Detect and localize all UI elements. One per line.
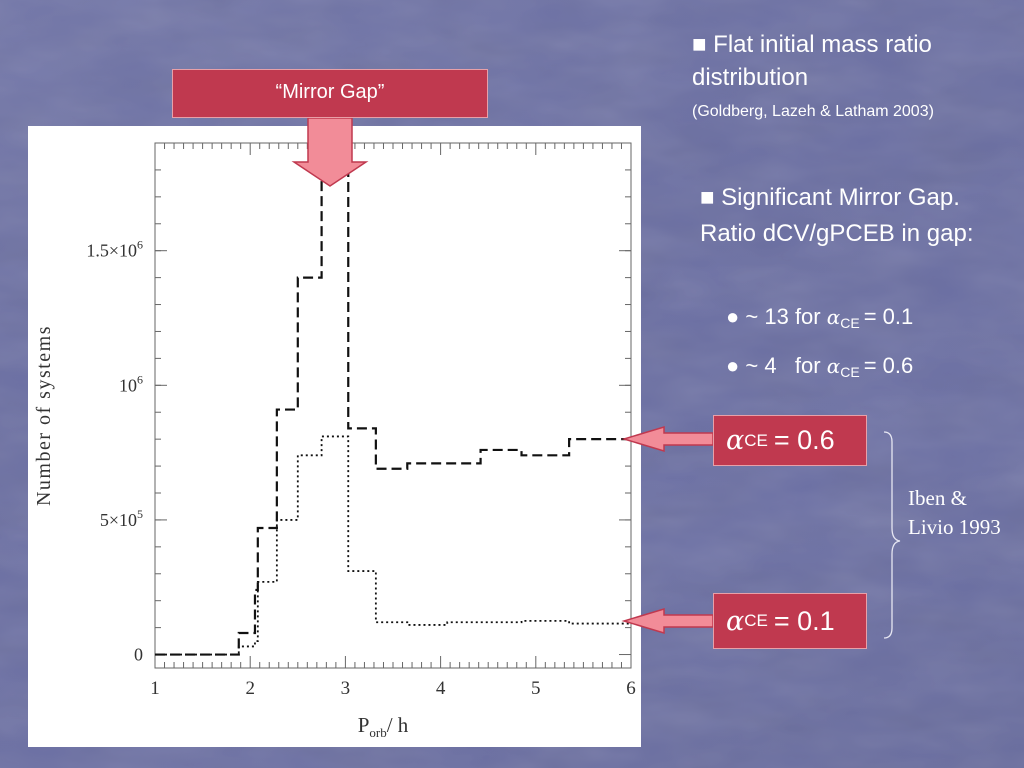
x-tick-label: 6	[626, 678, 636, 699]
ce-subscript: CE	[840, 364, 860, 380]
x-axis-label: Porb/ h	[358, 713, 409, 740]
histogram-chart: 1 2 3 4 5 6 0 5×105 106 1.5×106 Porb/ h Number of s…	[33, 142, 636, 740]
alpha-value: = 0.1	[773, 605, 835, 636]
y-tick-label: 1.5×106	[86, 238, 143, 261]
y-tick-label: 0	[134, 645, 143, 665]
sub-bullet-ratio-13: ● ~ 13 for αCE = 0.1	[726, 304, 913, 331]
ce-subscript: CE	[744, 611, 768, 630]
x-tick-label: 2	[245, 678, 255, 699]
sub-bullet-ratio-4: ● ~ 4 for αCE = 0.6	[726, 353, 913, 380]
alpha-value: = 0.6	[773, 425, 835, 455]
mirror-gap-arrow	[291, 117, 369, 187]
alpha-symbol: α	[826, 305, 841, 329]
alpha-symbol: α	[726, 425, 745, 456]
alpha-symbol: α	[826, 354, 841, 378]
alpha-ce-01-label: α CE = 0.1	[713, 593, 867, 649]
ce-subscript: CE	[840, 315, 860, 331]
reference-brace	[883, 431, 901, 639]
alpha01-arrow	[621, 607, 714, 635]
histogram-panel: 1 2 3 4 5 6 0 5×105 106 1.5×106 Porb/ h Number of s…	[28, 126, 641, 747]
ce-subscript: CE	[744, 430, 768, 450]
y-tick-label: 5×105	[100, 507, 143, 530]
mirror-gap-label: “Mirror Gap”	[172, 69, 488, 118]
dotted-histogram-series	[155, 435, 631, 656]
x-tick-label: 1	[150, 678, 160, 699]
reference-iben-livio: Iben & Livio 1993	[908, 486, 1001, 539]
alpha-ce-06-label: α CE = 0.6	[713, 415, 867, 466]
citation-goldberg: (Goldberg, Lazeh & Latham 2003)	[692, 103, 934, 120]
x-tick-label: 5	[531, 678, 541, 699]
bullet-mirror-gap-ratio: ■ Significant Mirror Gap. Ratio dCV/gPCE…	[700, 184, 974, 247]
bullet-flat-mass-ratio: ■ Flat initial mass ratio distribution	[692, 31, 932, 91]
sub-bullet-value: = 0.6	[863, 353, 914, 378]
sub-bullet-prefix: ● ~ 4 for	[726, 353, 827, 378]
sub-bullet-prefix: ● ~ 13 for	[726, 304, 827, 329]
sub-bullet-value: = 0.1	[863, 304, 914, 329]
y-tick-label: 106	[119, 372, 143, 395]
x-tick-label: 4	[436, 678, 446, 699]
x-tick-label: 3	[341, 678, 351, 699]
y-axis-label: Number of systems	[33, 325, 55, 506]
alpha-symbol: α	[726, 605, 745, 637]
alpha06-arrow	[621, 425, 714, 453]
